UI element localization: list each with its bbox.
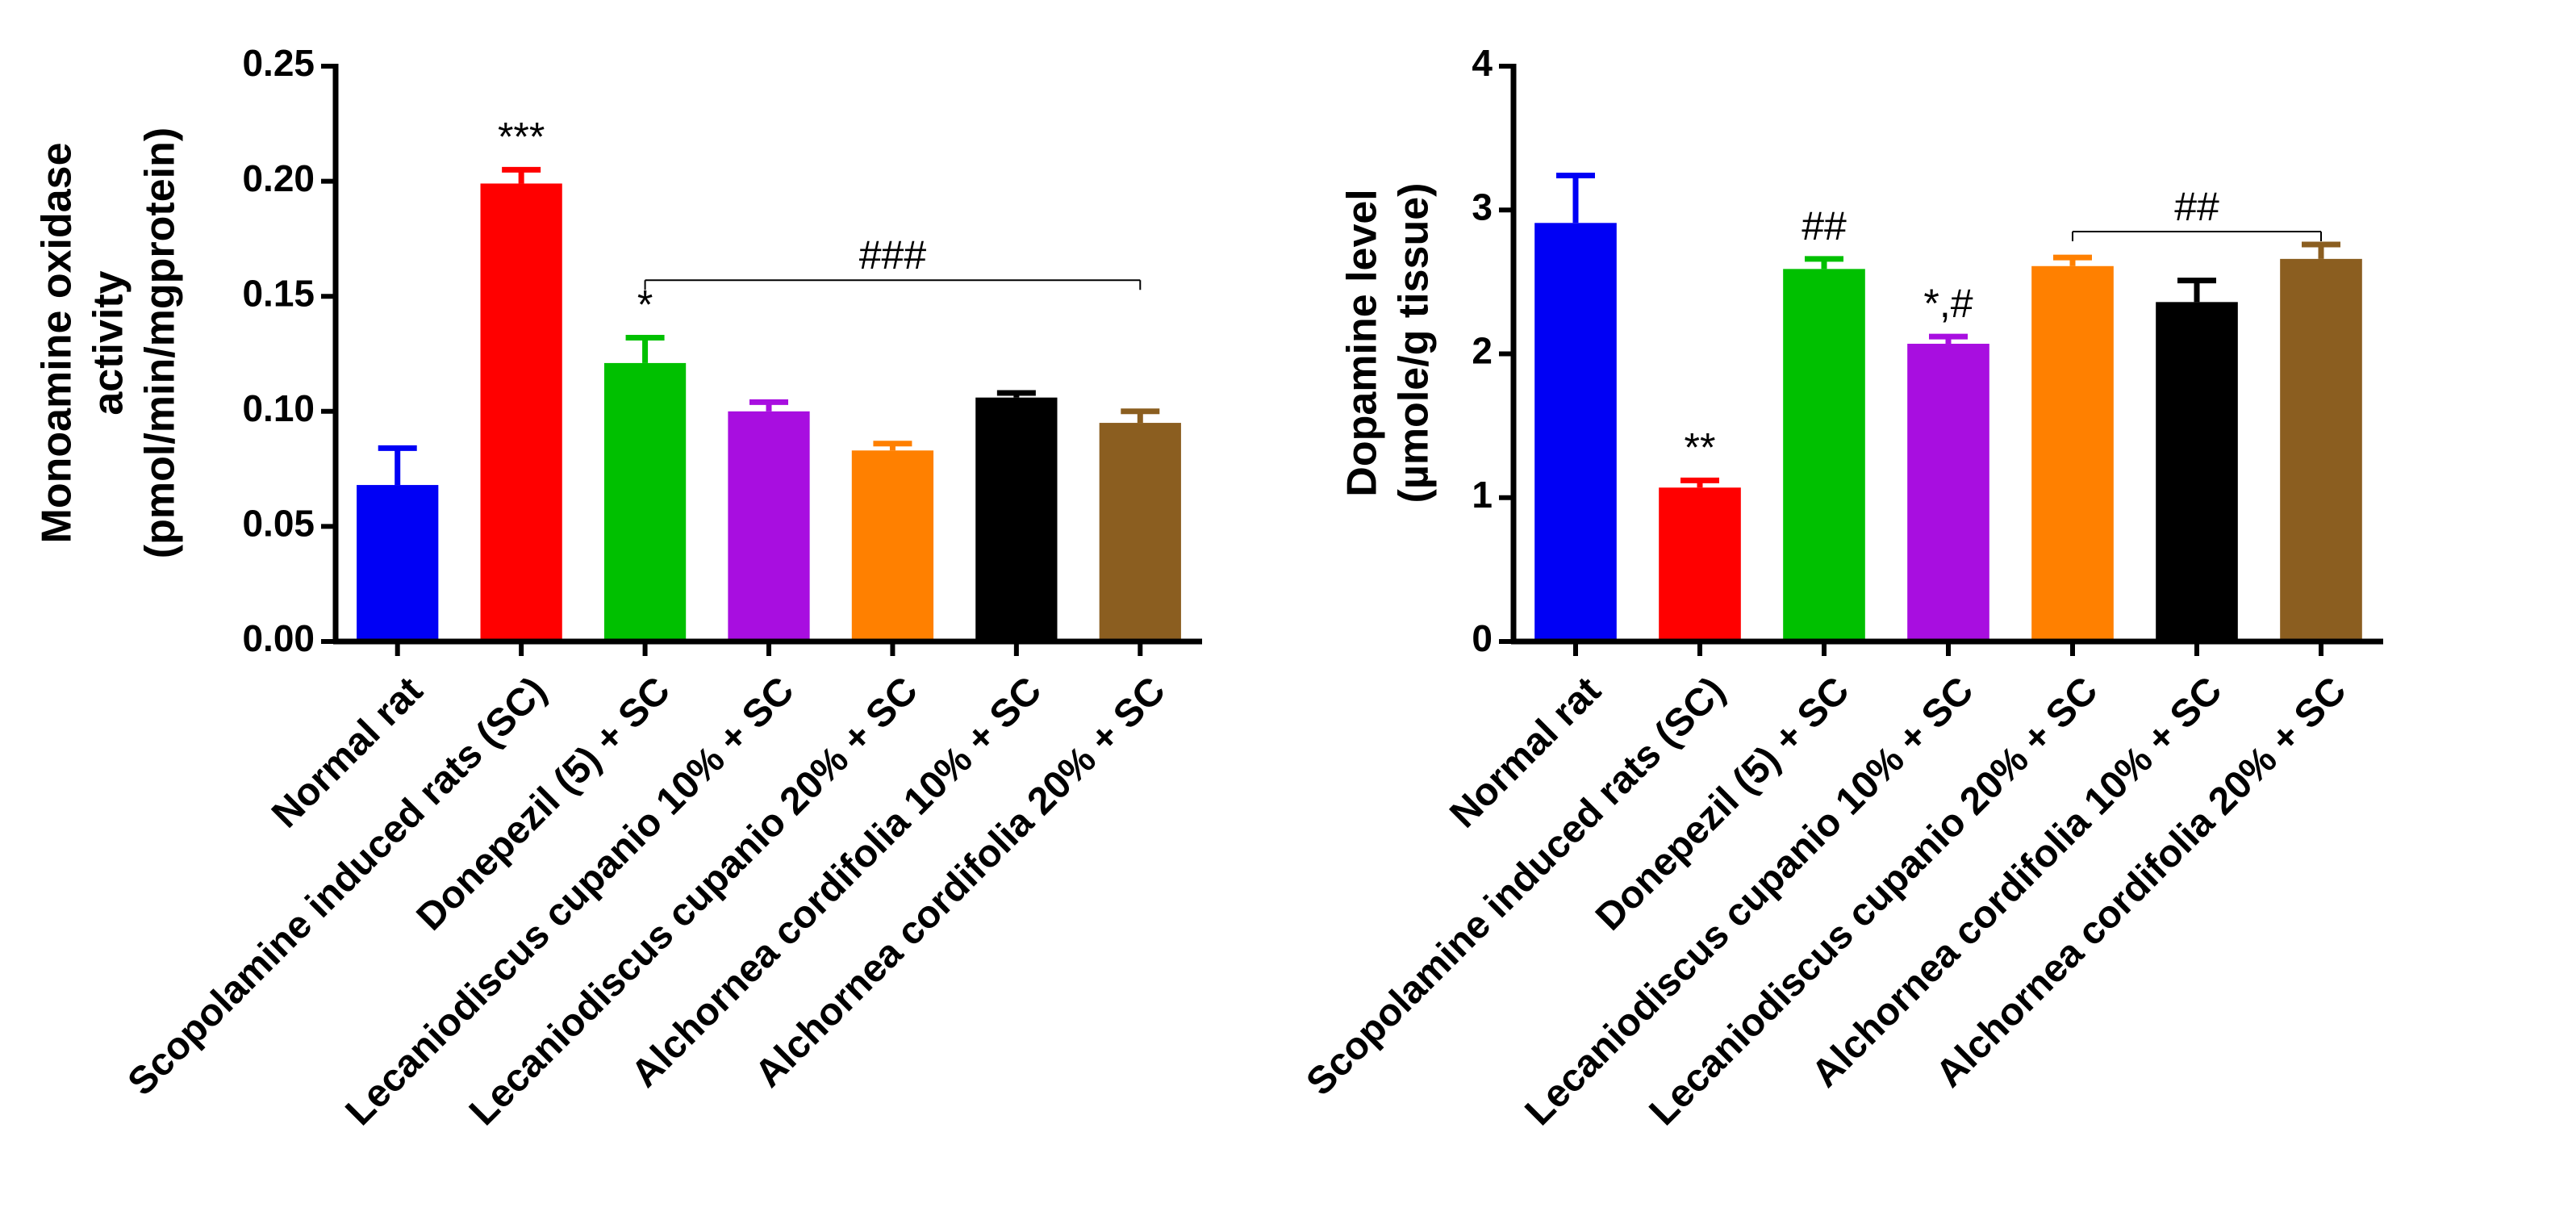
bar [851,450,934,641]
bracket-label: ### [859,232,927,278]
bracket-label: ## [2174,184,2219,229]
y-tick-label: 0.10 [242,387,315,429]
y-tick-label: 0.15 [242,272,315,314]
y-tick-label: 2 [1472,330,1493,372]
significance-label: *** [498,114,545,159]
y-tick-label: 0.25 [242,42,315,84]
y-tick-label: 1 [1472,474,1493,516]
category-label: Lecaniodiscus cupanio 20% + SC [461,669,926,1134]
category-label: Lecaniodiscus cupanio 10% + SC [1518,669,1982,1134]
bar [2280,258,2362,641]
bar [1099,423,1181,641]
bar [728,411,810,641]
y-axis-title-line: (pmol/min/mgprotein) [137,127,184,558]
y-axis-title-line: (µmole/g tissue) [1391,183,1438,504]
bar [603,362,687,641]
bar [357,485,439,641]
monoamine-oxidase-chart: Monoamine oxidase activity (pmol/min/mgpro… [34,42,1202,1134]
y-tick-label: 0.20 [242,157,315,199]
y-tick-label: 3 [1472,186,1493,228]
y-tick-label: 0.05 [242,503,315,545]
bar [480,183,562,641]
significance-label: ** [1685,424,1716,470]
y-axis-title-line: activity [86,270,132,415]
bar [1659,487,1741,641]
bar [1534,223,1617,642]
bar [1907,344,1989,641]
y-tick-label: 0.00 [242,617,315,659]
category-label: Lecaniodiscus cupanio 10% + SC [338,669,803,1134]
y-tick-label: 0 [1472,617,1493,659]
significance-label: * [637,282,653,328]
bar [975,397,1058,641]
bar [2156,302,2238,641]
bar [1783,269,1865,641]
significance-label: ## [1802,203,1847,249]
significance-label: *,# [1923,281,1973,326]
dopamine-level-chart: Dopamine level (µmole/g tissue)01234Norma… [1298,42,2383,1134]
y-tick-label: 4 [1472,42,1493,84]
bar [2031,265,2114,641]
y-axis-title-line: Monoamine oxidase [34,143,81,544]
y-axis-title-line: Dopamine level [1339,189,1386,496]
category-label: Lecaniodiscus cupanio 20% + SC [1642,669,2106,1134]
